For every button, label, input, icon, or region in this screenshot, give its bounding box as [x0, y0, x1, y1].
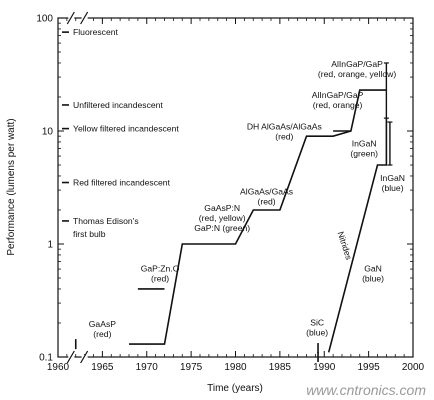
- annotation-label: AlInGaP/GaP (red, orange, yellow): [318, 59, 396, 79]
- annotation-line: GaP:Zn.O: [141, 264, 180, 274]
- annotation-line: (red, orange, yellow): [318, 69, 396, 79]
- annotation-label: GaAsP:N (red, yellow) GaP:N (green): [194, 203, 250, 233]
- annotation-line: (blue): [382, 183, 404, 193]
- watermark: www.cntronics.com: [306, 382, 426, 398]
- axis-break-gap: [68, 16, 75, 21]
- y-axis-title: Performance (lumens per watt): [6, 118, 17, 255]
- benchmark-label: Fluorescent: [73, 27, 119, 37]
- benchmark-label: Red filtered incandescent: [73, 178, 171, 188]
- x-axis-title: Time (years): [207, 383, 263, 394]
- axis-break-slash: [80, 350, 89, 364]
- annotation-label: Nitrides: [336, 230, 355, 261]
- annotation-line: AlInGaP/GaP: [312, 90, 364, 100]
- annotation-line: GaAsP:N: [204, 203, 240, 213]
- annotation-line: (blue): [362, 274, 384, 284]
- series-line-2: [327, 118, 388, 353]
- axis-break-gap: [68, 355, 75, 360]
- benchmark-label: Unfiltered incandescent: [73, 100, 163, 110]
- annotation-line: (green): [350, 148, 378, 158]
- annotation-label: InGaN (blue): [380, 173, 405, 193]
- x-tick-label: 1975: [180, 362, 203, 373]
- annotation-line: (red, yellow): [199, 213, 246, 223]
- annotation-line: AlGaAs/GaAs: [240, 186, 293, 196]
- x-tick-label: 1980: [224, 362, 247, 373]
- benchmark-label: first bulb: [73, 229, 106, 239]
- annotation-line: InGaN: [352, 138, 377, 148]
- annotation-line: (red): [257, 196, 275, 206]
- annotation-line: DH AlGaAs/AlGaAs: [247, 122, 322, 132]
- annotation-line: InGaN: [380, 173, 405, 183]
- axis-break-slash: [66, 11, 75, 25]
- annotation-line: (blue): [306, 328, 328, 338]
- annotation-line: (red): [275, 132, 293, 142]
- axis-break-gap: [81, 355, 88, 360]
- annotation-line: GaP:N (green): [194, 223, 250, 233]
- annotation-label: AlGaAs/GaAs (red): [240, 186, 293, 206]
- annotation-line: (red, orange): [313, 100, 363, 110]
- annotation-line: (red): [93, 329, 111, 339]
- axis-break-slash: [66, 350, 75, 364]
- axis-break-gap: [81, 16, 88, 21]
- x-tick-label: 1990: [313, 362, 336, 373]
- annotation-line: Nitrides: [336, 230, 355, 261]
- annotation-label: DH AlGaAs/AlGaAs (red): [247, 122, 322, 142]
- annotation-line: GaAsP: [89, 319, 116, 329]
- benchmark-label: Thomas Edison's: [73, 216, 139, 226]
- x-tick-label: 1970: [136, 362, 159, 373]
- y-tick-label: 10: [42, 127, 54, 138]
- annotation-label: InGaN (green): [350, 138, 378, 158]
- y-tick-label: 0.1: [39, 353, 53, 364]
- annotation-line: (red): [151, 274, 169, 284]
- series-line-1: [129, 89, 387, 345]
- y-tick-label: 100: [36, 14, 53, 25]
- y-tick-label: 1: [47, 240, 53, 251]
- annotation-line: SiC: [310, 318, 324, 328]
- x-tick-label: 1995: [358, 362, 381, 373]
- benchmark-label: Yellow filtered incandescent: [73, 124, 179, 134]
- x-tick-label: 1985: [269, 362, 292, 373]
- annotation-label: SiC (blue): [306, 318, 328, 338]
- annotation-label: AlInGaP/GaP (red, orange): [312, 90, 364, 110]
- x-tick-label: 1960: [47, 362, 70, 373]
- x-tick-label: 2000: [402, 362, 425, 373]
- annotation-label: GaP:Zn.O (red): [141, 264, 180, 284]
- x-tick-label: 1965: [91, 362, 114, 373]
- axis-break-slash: [80, 11, 89, 25]
- annotation-label: GaN (blue): [362, 264, 384, 284]
- annotation-label: GaAsP (red): [89, 319, 116, 339]
- annotation-line: AlInGaP/GaP: [331, 59, 383, 69]
- annotation-line: GaN: [364, 264, 382, 274]
